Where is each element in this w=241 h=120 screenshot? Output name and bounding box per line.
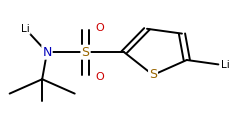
Text: S: S xyxy=(81,46,90,59)
Text: S: S xyxy=(149,69,157,81)
Text: O: O xyxy=(95,72,104,82)
Text: O: O xyxy=(95,23,104,33)
Text: N: N xyxy=(42,46,52,59)
Text: Li: Li xyxy=(21,24,30,34)
Text: Li: Li xyxy=(221,60,230,70)
